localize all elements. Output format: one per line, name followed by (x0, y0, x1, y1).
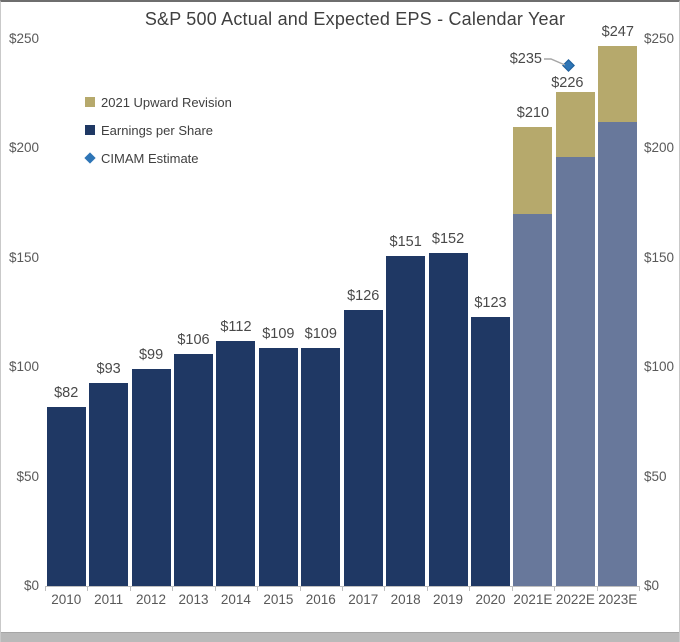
bar-2023E-eps-segment (598, 122, 638, 586)
bar-2013-eps-segment (173, 354, 213, 586)
bar-2012-eps-segment (131, 369, 171, 586)
legend-square-icon (85, 97, 95, 107)
bar-2017-eps-segment (343, 310, 383, 586)
bar-2019-eps-segment (428, 253, 468, 586)
bar-value-label: $106 (177, 332, 210, 349)
bar-2010-eps-segment (46, 406, 86, 586)
bar-2021E-revision-segment (513, 126, 553, 215)
y-axis-label-right: $50 (644, 468, 667, 484)
bar-value-label: $126 (347, 288, 380, 305)
x-axis-label: 2022E (555, 592, 595, 607)
y-axis-label-right: $150 (644, 249, 675, 265)
y-axis-label-left: $0 (23, 578, 39, 593)
legend-item: Earnings per Share (85, 116, 232, 144)
x-axis-tickmark (512, 586, 513, 591)
bar-2020-eps-segment (470, 316, 510, 586)
x-axis-tickmark (87, 586, 88, 591)
bar-value-label: $226 (551, 74, 584, 91)
y-axis-label-right: $200 (644, 140, 675, 156)
bar-2014-eps-segment (216, 340, 256, 586)
x-axis-tickmark (427, 586, 428, 591)
cimam-estimate-label: $235 (509, 51, 542, 67)
bar-2016-eps-segment (301, 347, 341, 586)
x-axis-tickmark (597, 586, 598, 591)
bar-value-label: $123 (474, 294, 507, 311)
legend-square-icon (85, 125, 95, 135)
bar-2018-eps-segment (386, 255, 426, 586)
x-axis-tickmark (257, 586, 258, 591)
bar-value-label: $112 (220, 318, 252, 335)
x-axis-tickmark (300, 586, 301, 591)
annotation-leader-line (544, 54, 570, 77)
x-axis-label: 2020 (475, 592, 506, 607)
bar-value-label: $152 (431, 231, 465, 248)
x-axis-label: 2015 (263, 592, 294, 607)
y-axis-label-left: $150 (8, 249, 39, 265)
legend-label: CIMAM Estimate (101, 150, 199, 166)
x-axis-label: 2018 (390, 592, 421, 607)
legend: 2021 Upward Revision Earnings per Share CI… (84, 88, 232, 172)
bar-2022E-revision-segment (555, 91, 595, 158)
x-axis-label: 2023E (598, 592, 638, 607)
x-axis-label: 2013 (178, 592, 209, 607)
y-axis-label-right: $250 (644, 31, 675, 46)
bar-2023E-revision-segment (598, 45, 638, 123)
y-axis-label-right: $0 (644, 578, 660, 593)
x-axis-label: 2016 (305, 592, 336, 607)
x-axis-tickmark (639, 586, 640, 591)
x-axis-label: 2017 (348, 592, 379, 607)
y-axis-label-left: $250 (8, 31, 39, 46)
x-axis-tickmark (172, 586, 173, 591)
bar-value-label: $151 (389, 233, 422, 250)
chart-title: S&P 500 Actual and Expected EPS - Calend… (144, 9, 566, 29)
bar-value-label: $247 (601, 23, 634, 40)
x-axis-tickmark (45, 586, 46, 591)
bar-2015-eps-segment (258, 347, 298, 586)
window-bottom-edge (1, 632, 679, 642)
y-axis-label-left: $200 (8, 140, 39, 156)
bar-value-label: $82 (54, 384, 79, 401)
bar-2021E-eps-segment (513, 214, 553, 586)
y-axis-label-left: $100 (8, 359, 39, 375)
x-axis-label: 2012 (136, 592, 167, 607)
x-axis-tickmark (342, 586, 343, 591)
y-axis-label-right: $100 (644, 359, 675, 375)
legend-item: CIMAM Estimate (84, 144, 232, 172)
x-axis-tickmark (469, 586, 470, 591)
y-axis-label-left: $50 (16, 468, 39, 484)
x-axis-label: 2021E (513, 592, 553, 607)
bar-value-label: $109 (262, 325, 295, 342)
x-axis-label: 2019 (433, 592, 464, 607)
legend-item: 2021 Upward Revision (85, 88, 232, 116)
x-axis-tickmark (215, 586, 216, 591)
bar-value-label: $99 (138, 347, 164, 364)
x-axis-label: 2011 (94, 592, 124, 607)
bar-2011-eps-segment (89, 382, 129, 586)
x-axis-label: 2010 (51, 592, 82, 607)
x-axis-tickmark (554, 586, 555, 591)
bar-2022E-eps-segment (555, 157, 595, 586)
x-axis-tickmark (384, 586, 385, 591)
legend-label: Earnings per Share (101, 122, 214, 138)
bar-value-label: $93 (96, 360, 121, 377)
bar-value-label: $210 (516, 104, 550, 121)
x-axis-tickmark (130, 586, 131, 591)
x-axis-label: 2014 (220, 592, 251, 607)
bar-value-label: $109 (304, 325, 337, 342)
legend-label: 2021 Upward Revision (101, 94, 232, 110)
